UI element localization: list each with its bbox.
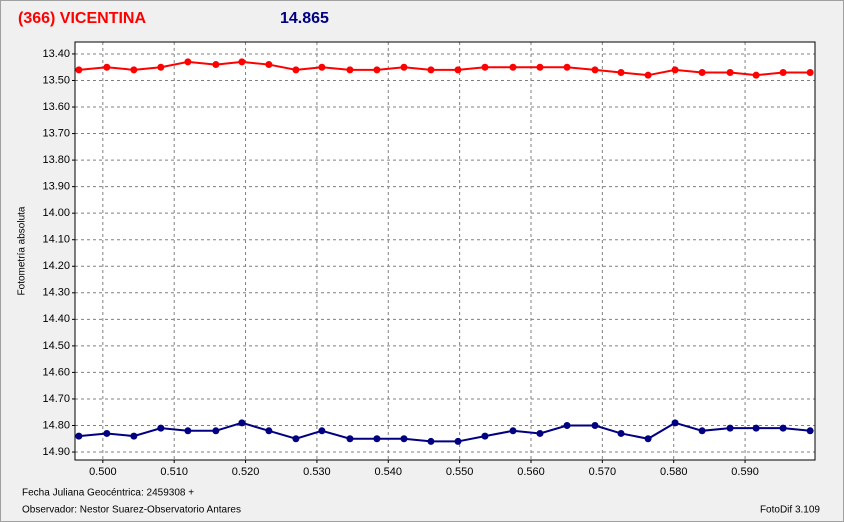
data-point [318, 63, 326, 71]
data-point [400, 63, 408, 71]
data-point [752, 71, 760, 79]
data-point [563, 421, 571, 429]
chart-subtitle: 14.865 [280, 10, 329, 27]
y-tick-label: 13.40 [42, 48, 70, 60]
data-point [591, 66, 599, 74]
data-point [509, 427, 517, 435]
series-line [78, 60, 811, 77]
x-tick-label: 0.590 [731, 466, 759, 478]
x-tick-label: 0.560 [517, 466, 545, 478]
data-point [427, 66, 435, 74]
data-point [346, 66, 354, 74]
y-tick-label: 14.10 [42, 234, 70, 246]
data-point [671, 419, 679, 427]
y-tick-label: 13.70 [42, 127, 70, 139]
chart-title: (366) VICENTINA [18, 10, 146, 27]
y-tick-label: 14.50 [42, 340, 70, 352]
y-axis-label: Fotometría absoluta [17, 206, 28, 295]
x-tick-label: 0.570 [589, 466, 617, 478]
data-point [238, 58, 246, 66]
x-tick-label: 0.550 [446, 466, 474, 478]
data-point [75, 432, 83, 440]
data-point [157, 63, 165, 71]
y-tick-label: 14.30 [42, 287, 70, 299]
data-point [536, 429, 544, 437]
data-point [427, 437, 435, 445]
data-point [454, 66, 462, 74]
data-point [265, 427, 273, 435]
x-axis-label: Fecha Juliana Geocéntrica: 2459308 + [22, 488, 194, 499]
data-point [644, 435, 652, 443]
y-tick-label: 14.80 [42, 419, 70, 431]
data-point [779, 69, 787, 77]
data-point [806, 69, 814, 77]
data-point [698, 69, 706, 77]
data-point [591, 421, 599, 429]
x-tick-label: 0.540 [375, 466, 403, 478]
observer: Observador: Nestor Suarez-Observatorio A… [22, 505, 241, 516]
data-point [212, 61, 220, 69]
data-point [779, 424, 787, 432]
plot-border [74, 41, 816, 461]
plot-area [75, 42, 815, 460]
software: FotoDif 3.109 [760, 505, 820, 516]
data-point [481, 432, 489, 440]
x-tick-label: 0.580 [660, 466, 688, 478]
data-point [400, 435, 408, 443]
data-point [157, 424, 165, 432]
data-point [563, 63, 571, 71]
data-point [103, 429, 111, 437]
data-point [238, 419, 246, 427]
y-tick-label: 14.40 [42, 313, 70, 325]
data-point [130, 66, 138, 74]
series-line [78, 421, 811, 443]
data-point [481, 63, 489, 71]
data-point [536, 63, 544, 71]
y-tick-label: 14.90 [42, 446, 70, 458]
y-tick-label: 14.60 [42, 366, 70, 378]
data-point [212, 427, 220, 435]
data-point [698, 427, 706, 435]
data-point [103, 63, 111, 71]
y-tick-label: 13.90 [42, 181, 70, 193]
x-tick-label: 0.500 [89, 466, 117, 478]
data-point [806, 427, 814, 435]
data-point [184, 58, 192, 66]
x-tick-label: 0.530 [303, 466, 331, 478]
data-point [617, 429, 625, 437]
data-point [75, 66, 83, 74]
data-point [671, 66, 679, 74]
data-point [509, 63, 517, 71]
y-tick-label: 14.70 [42, 393, 70, 405]
x-tick-label: 0.510 [160, 466, 188, 478]
y-tick-label: 14.20 [42, 260, 70, 272]
y-tick-label: 13.60 [42, 101, 70, 113]
data-point [726, 69, 734, 77]
data-point [617, 69, 625, 77]
x-tick-label: 0.520 [232, 466, 260, 478]
data-point [292, 435, 300, 443]
y-tick-label: 13.80 [42, 154, 70, 166]
data-point [265, 61, 273, 69]
data-point [454, 437, 462, 445]
data-point [346, 435, 354, 443]
data-point [752, 424, 760, 432]
data-point [184, 427, 192, 435]
data-point [726, 424, 734, 432]
data-point [373, 435, 381, 443]
data-point [292, 66, 300, 74]
data-point [130, 432, 138, 440]
data-point [318, 427, 326, 435]
y-tick-label: 14.00 [42, 207, 70, 219]
y-tick-label: 13.50 [42, 74, 70, 86]
data-point [644, 71, 652, 79]
data-point [373, 66, 381, 74]
